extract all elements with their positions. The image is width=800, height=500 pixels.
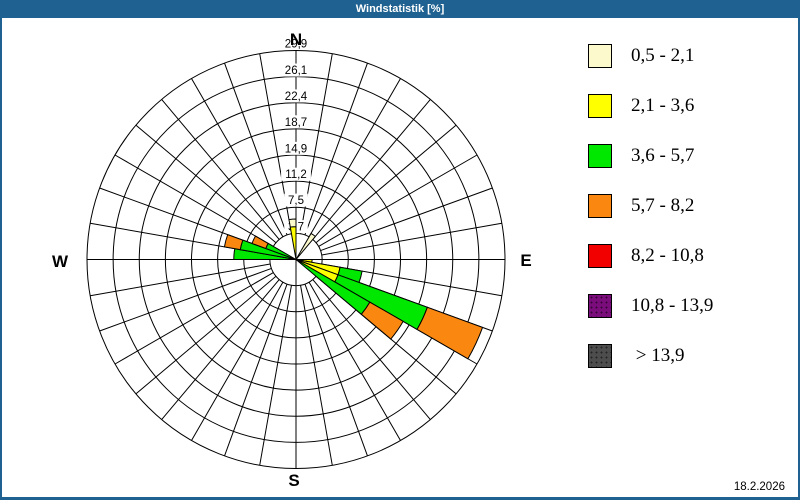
legend-label: 10,8 - 13,9 (631, 295, 714, 316)
legend-label: > 13,9 (631, 345, 685, 366)
window-title: Windstatistik [%] (355, 3, 445, 15)
compass-label-north: N (289, 30, 303, 49)
legend-row: 2,1 - 3,6 (588, 94, 713, 118)
legend-row: 10,8 - 13,9 (588, 294, 713, 318)
legend-label: 5,7 - 8,2 (631, 195, 695, 216)
legend: 0,5 - 2,1 2,1 - 3,6 3,6 - 5,7 5,7 - 8,2 8,2 … (588, 44, 713, 394)
legend-label: 3,6 - 5,7 (631, 145, 695, 166)
legend-label: 0,5 - 2,1 (631, 45, 695, 66)
legend-row: 0,5 - 2,1 (588, 44, 713, 68)
date-label: 18.2.2026 (733, 481, 785, 493)
legend-row: > 13,9 (588, 344, 713, 368)
legend-row: 5,7 - 8,2 (588, 194, 713, 218)
compass-label-south: S (288, 471, 300, 490)
compass-label-west: W (51, 252, 69, 271)
legend-row: 8,2 - 10,8 (588, 244, 713, 268)
legend-swatch (588, 244, 612, 268)
legend-row: 3,6 - 5,7 (588, 144, 713, 168)
compass-label-east: E (520, 251, 532, 270)
legend-label: 8,2 - 10,8 (631, 245, 704, 266)
legend-swatch (588, 194, 612, 218)
legend-label: 2,1 - 3,6 (631, 95, 695, 116)
window-title-bar: Windstatistik [%] (0, 0, 800, 18)
legend-swatch (588, 144, 612, 168)
legend-swatch (588, 344, 612, 368)
legend-swatch (588, 294, 612, 318)
legend-swatch (588, 94, 612, 118)
legend-swatch (588, 44, 612, 68)
